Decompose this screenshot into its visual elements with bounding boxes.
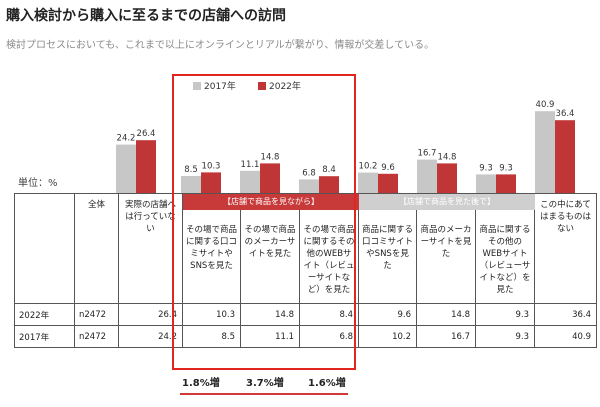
bar-2022 — [319, 176, 339, 193]
increase-underline — [180, 393, 348, 395]
row-n: n2472 — [74, 303, 119, 326]
bar-2022 — [437, 163, 457, 193]
page-subtitle: 検討プロセスにおいても、これまで以上にオンラインとリアルが繋がり、情報が交差して… — [6, 40, 435, 51]
data-label: 9.3 — [479, 163, 493, 173]
legend-swatch — [193, 82, 201, 90]
header-label: その場で商品に関するその他のWEBサイト（レビューサイトなど）を見た — [303, 225, 355, 295]
table-row: 2017年 n2472 24.2 8.5 11.1 6.8 10.2 16.7 … — [14, 325, 597, 348]
row-label: 2022年 — [14, 303, 75, 326]
band-after: 【店舗で商品を見た後で】 — [359, 194, 535, 210]
data-label: 9.3 — [499, 163, 513, 173]
table-cell: 10.2 — [358, 325, 417, 348]
table-cell: 24.2 — [118, 325, 183, 348]
table-header-col: 【店舗で商品を見ながら】 その場で商品に関する口コミサイトやSNSを見た — [182, 193, 359, 304]
data-label: 14.8 — [438, 152, 457, 162]
data-label: 10.3 — [202, 161, 221, 171]
header-label: この中にあてはまるものはない — [539, 200, 591, 234]
header-total-label: 全体 — [87, 200, 105, 210]
page-title: 購入検討から購入に至るまでの店舗への訪問 — [6, 8, 286, 24]
table-cell: 9.6 — [358, 303, 417, 326]
bar-2017 — [181, 176, 201, 193]
bar-2017 — [116, 144, 136, 193]
table-header-col: 商品に関するその他のWEBサイト（レビューサイトなど）を見た — [475, 193, 535, 304]
increase-note: 3.7%増 — [246, 378, 284, 389]
bar-2022 — [201, 172, 221, 193]
data-label: 36.4 — [556, 109, 575, 119]
data-label: 8.4 — [322, 165, 336, 175]
highlight-frame — [172, 74, 356, 370]
bar-2017 — [476, 174, 496, 193]
table-cell: 9.3 — [475, 325, 535, 348]
data-label: 40.9 — [536, 100, 555, 110]
legend-label: 2022年 — [269, 80, 301, 92]
row-label: 2017年 — [14, 325, 75, 348]
data-label: 16.7 — [418, 149, 437, 159]
data-label: 9.6 — [381, 163, 395, 173]
bar-2017 — [299, 179, 319, 193]
header-label: 商品に関するその他のWEBサイト（レビューサイトなど）を見た — [479, 225, 531, 295]
increase-note: 1.6%増 — [308, 378, 346, 389]
data-label: 14.8 — [261, 152, 280, 162]
table-header-col: その場で商品のメーカーサイトを見た — [240, 193, 300, 304]
table-cell: 36.4 — [534, 303, 597, 326]
data-label: 11.1 — [241, 160, 260, 170]
legend-label: 2017年 — [204, 80, 236, 92]
bar-2022 — [378, 173, 398, 193]
legend-swatch — [258, 82, 266, 90]
table-cell: 16.7 — [416, 325, 476, 348]
bar-chart: 24.2 8.5 11.1 6.8 10.2 16.7 9.3 40.9 26.4 10.3 14.… — [116, 80, 575, 193]
data-label: 6.8 — [302, 168, 316, 178]
bar-2022 — [496, 174, 516, 193]
header-label: その場で商品のメーカーサイトを見た — [244, 225, 296, 259]
header-label: 商品のメーカーサイトを見た — [420, 225, 472, 259]
table-corner-cell — [14, 193, 75, 304]
band-in-store: 【店舗で商品を見ながら】 — [183, 194, 359, 210]
bar-2022 — [136, 140, 156, 193]
table-header-col: その場で商品に関するその他のWEBサイト（レビューサイトなど）を見た — [299, 193, 359, 304]
table-header-total: 全体 — [74, 193, 119, 304]
bar-2017 — [535, 111, 555, 193]
bar-2017 — [358, 172, 378, 193]
data-label: 10.2 — [359, 162, 378, 172]
data-label: 24.2 — [117, 134, 136, 144]
table-header-col: この中にあてはまるものはない — [534, 193, 597, 304]
unit-label: 単位：% — [18, 178, 58, 189]
table-header-col: 【店舗で商品を見た後で】 商品に関する口コミサイトやSNSを見た — [358, 193, 535, 304]
header-label: 商品に関する口コミサイトやSNSを見た — [362, 225, 414, 271]
table-cell: 40.9 — [534, 325, 597, 348]
row-n: n2472 — [74, 325, 119, 348]
bar-2017 — [240, 170, 260, 193]
header-label: その場で商品に関する口コミサイトやSNSを見た — [186, 225, 238, 271]
header-label: 実際の店舗へは行っていない — [124, 200, 176, 234]
table-row: 2022年 n2472 26.4 10.3 14.8 8.4 9.6 14.8 … — [14, 303, 597, 326]
bar-2017 — [417, 159, 437, 193]
data-label: 8.5 — [184, 165, 198, 175]
increase-note: 1.8%増 — [182, 378, 220, 389]
data-label: 26.4 — [137, 129, 156, 139]
bar-2022 — [260, 163, 280, 193]
table-cell: 14.8 — [416, 303, 476, 326]
table-cell: 9.3 — [475, 303, 535, 326]
bar-2022 — [555, 120, 575, 193]
table-header-col: 商品のメーカーサイトを見た — [416, 193, 476, 304]
